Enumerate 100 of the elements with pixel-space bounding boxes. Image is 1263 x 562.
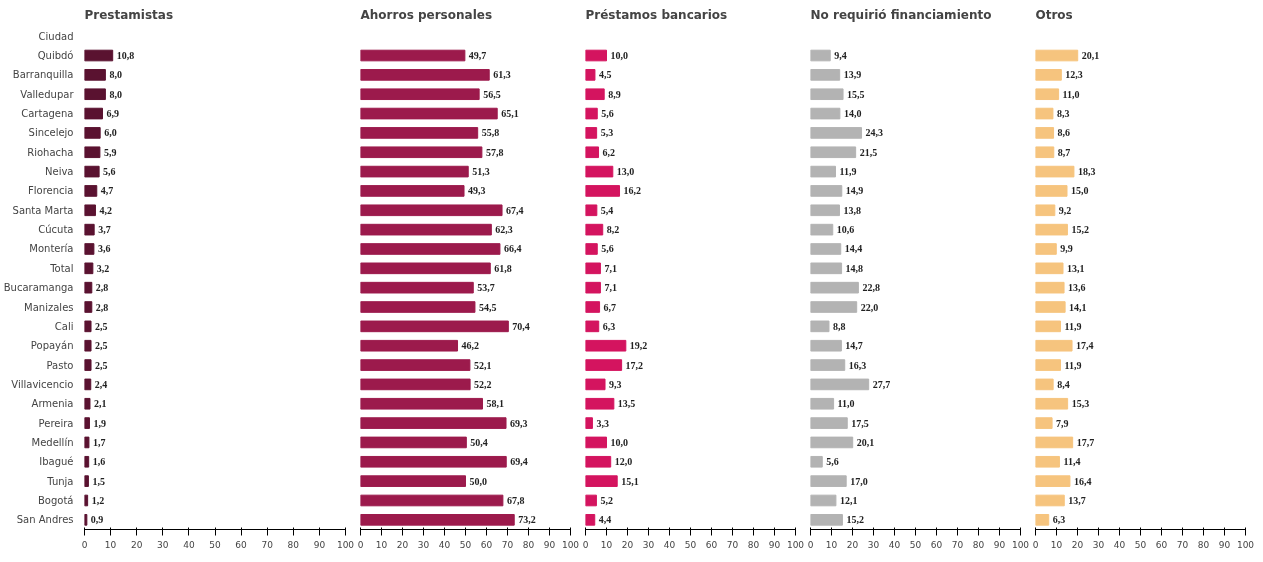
data-label: 54,5	[478, 301, 497, 313]
data-label: 19,2	[629, 340, 648, 352]
chart-title: Prestamistas	[84, 7, 174, 22]
bar	[84, 281, 93, 294]
x-tick-label: 90	[993, 539, 1006, 550]
data-label: 6,9	[106, 108, 120, 120]
data-label: 4,5	[598, 69, 612, 81]
data-label: 5,6	[601, 108, 614, 120]
data-label: 7,1	[604, 262, 617, 274]
bar	[360, 69, 490, 81]
data-label: 5,6	[826, 456, 839, 468]
bar	[1035, 281, 1065, 294]
data-label: 18,3	[1077, 166, 1096, 178]
bar	[84, 339, 92, 352]
bar	[810, 185, 843, 197]
bar	[1035, 107, 1054, 120]
data-label: 2,5	[95, 320, 108, 332]
y-tick-label: Cúcuta	[38, 224, 74, 236]
bar	[810, 88, 844, 101]
bar	[810, 514, 843, 526]
data-label: 8,2	[606, 224, 620, 236]
data-label: 13,6	[1068, 282, 1086, 294]
chart-title: Otros	[1035, 7, 1073, 22]
data-label: 9,4	[834, 50, 847, 62]
data-label: 10,8	[116, 50, 135, 62]
y-tick-label: Villavicencio	[11, 378, 74, 390]
data-label: 3,7	[98, 224, 111, 236]
x-tick-label: 50	[684, 539, 697, 550]
data-label: 69,4	[510, 456, 528, 468]
data-label: 5,3	[600, 127, 614, 139]
data-label: 6,7	[603, 301, 617, 313]
bar	[84, 69, 106, 81]
bar	[1035, 165, 1075, 178]
x-tick-label: 0	[807, 539, 814, 550]
bar	[84, 223, 95, 236]
data-label: 16,2	[623, 185, 642, 197]
x-tick-label: 70	[726, 539, 739, 550]
data-label: 6,3	[602, 320, 616, 332]
bar	[1035, 223, 1068, 236]
x-tick-label: 60	[480, 539, 493, 550]
bar	[360, 397, 484, 410]
data-label: 2,4	[94, 378, 108, 390]
data-label: 13,9	[843, 69, 862, 81]
bar	[360, 165, 469, 178]
y-tick-label: Florencia	[28, 185, 74, 197]
x-tick-label: 60	[1155, 539, 1168, 550]
data-label: 15,3	[1071, 398, 1090, 410]
data-label: 13,0	[616, 166, 635, 178]
bar	[360, 127, 479, 139]
chart-title: No requirió financiamiento	[810, 7, 992, 22]
bar	[360, 339, 459, 352]
data-label: 0,9	[90, 514, 104, 526]
bar	[1035, 455, 1060, 468]
x-tick-label: 70	[1176, 539, 1189, 550]
x-tick-label: 100	[1236, 539, 1255, 550]
data-label: 8,7	[1057, 146, 1071, 158]
bar	[585, 455, 612, 468]
data-label: 5,9	[103, 146, 117, 158]
x-tick-label: 50	[459, 539, 472, 550]
x-tick-label: 90	[1218, 539, 1231, 550]
bar	[360, 281, 474, 294]
x-tick-label: 70	[501, 539, 514, 550]
data-label: 2,8	[95, 301, 109, 313]
data-label: 17,4	[1076, 340, 1094, 352]
bar	[585, 475, 618, 487]
data-label: 8,0	[109, 69, 122, 81]
data-label: 73,2	[518, 514, 536, 526]
bar	[84, 475, 89, 487]
data-label: 55,8	[481, 127, 500, 139]
chart-title: Préstamos bancarios	[585, 7, 728, 22]
data-label: 57,8	[485, 146, 504, 158]
bar	[1035, 301, 1066, 313]
bar	[810, 339, 842, 352]
data-label: 13,5	[617, 398, 636, 410]
bar	[810, 69, 841, 81]
y-tick-label: Manizales	[24, 301, 74, 313]
data-label: 62,3	[495, 224, 513, 236]
bar	[360, 455, 507, 468]
data-label: 8,8	[832, 320, 846, 332]
x-tick-label: 100	[786, 539, 805, 550]
bar	[810, 417, 848, 429]
y-tick-label: Medellín	[31, 436, 74, 448]
y-tick-label: Pasto	[46, 359, 74, 371]
bar	[84, 359, 92, 371]
data-label: 9,2	[1058, 204, 1072, 216]
bar	[84, 378, 92, 391]
data-label: 67,8	[506, 494, 525, 506]
data-label: 9,9	[1060, 243, 1073, 255]
bar	[360, 146, 483, 159]
data-label: 15,1	[621, 475, 639, 487]
bar	[585, 88, 605, 101]
bar	[1035, 320, 1061, 333]
bar	[810, 320, 830, 333]
bar	[810, 436, 854, 449]
x-tick-label: 10	[104, 539, 117, 550]
bar	[1035, 88, 1060, 101]
data-label: 65,1	[501, 108, 519, 120]
x-tick-label: 80	[522, 539, 535, 550]
data-label: 4,4	[598, 514, 612, 526]
x-tick-label: 80	[1197, 539, 1210, 550]
